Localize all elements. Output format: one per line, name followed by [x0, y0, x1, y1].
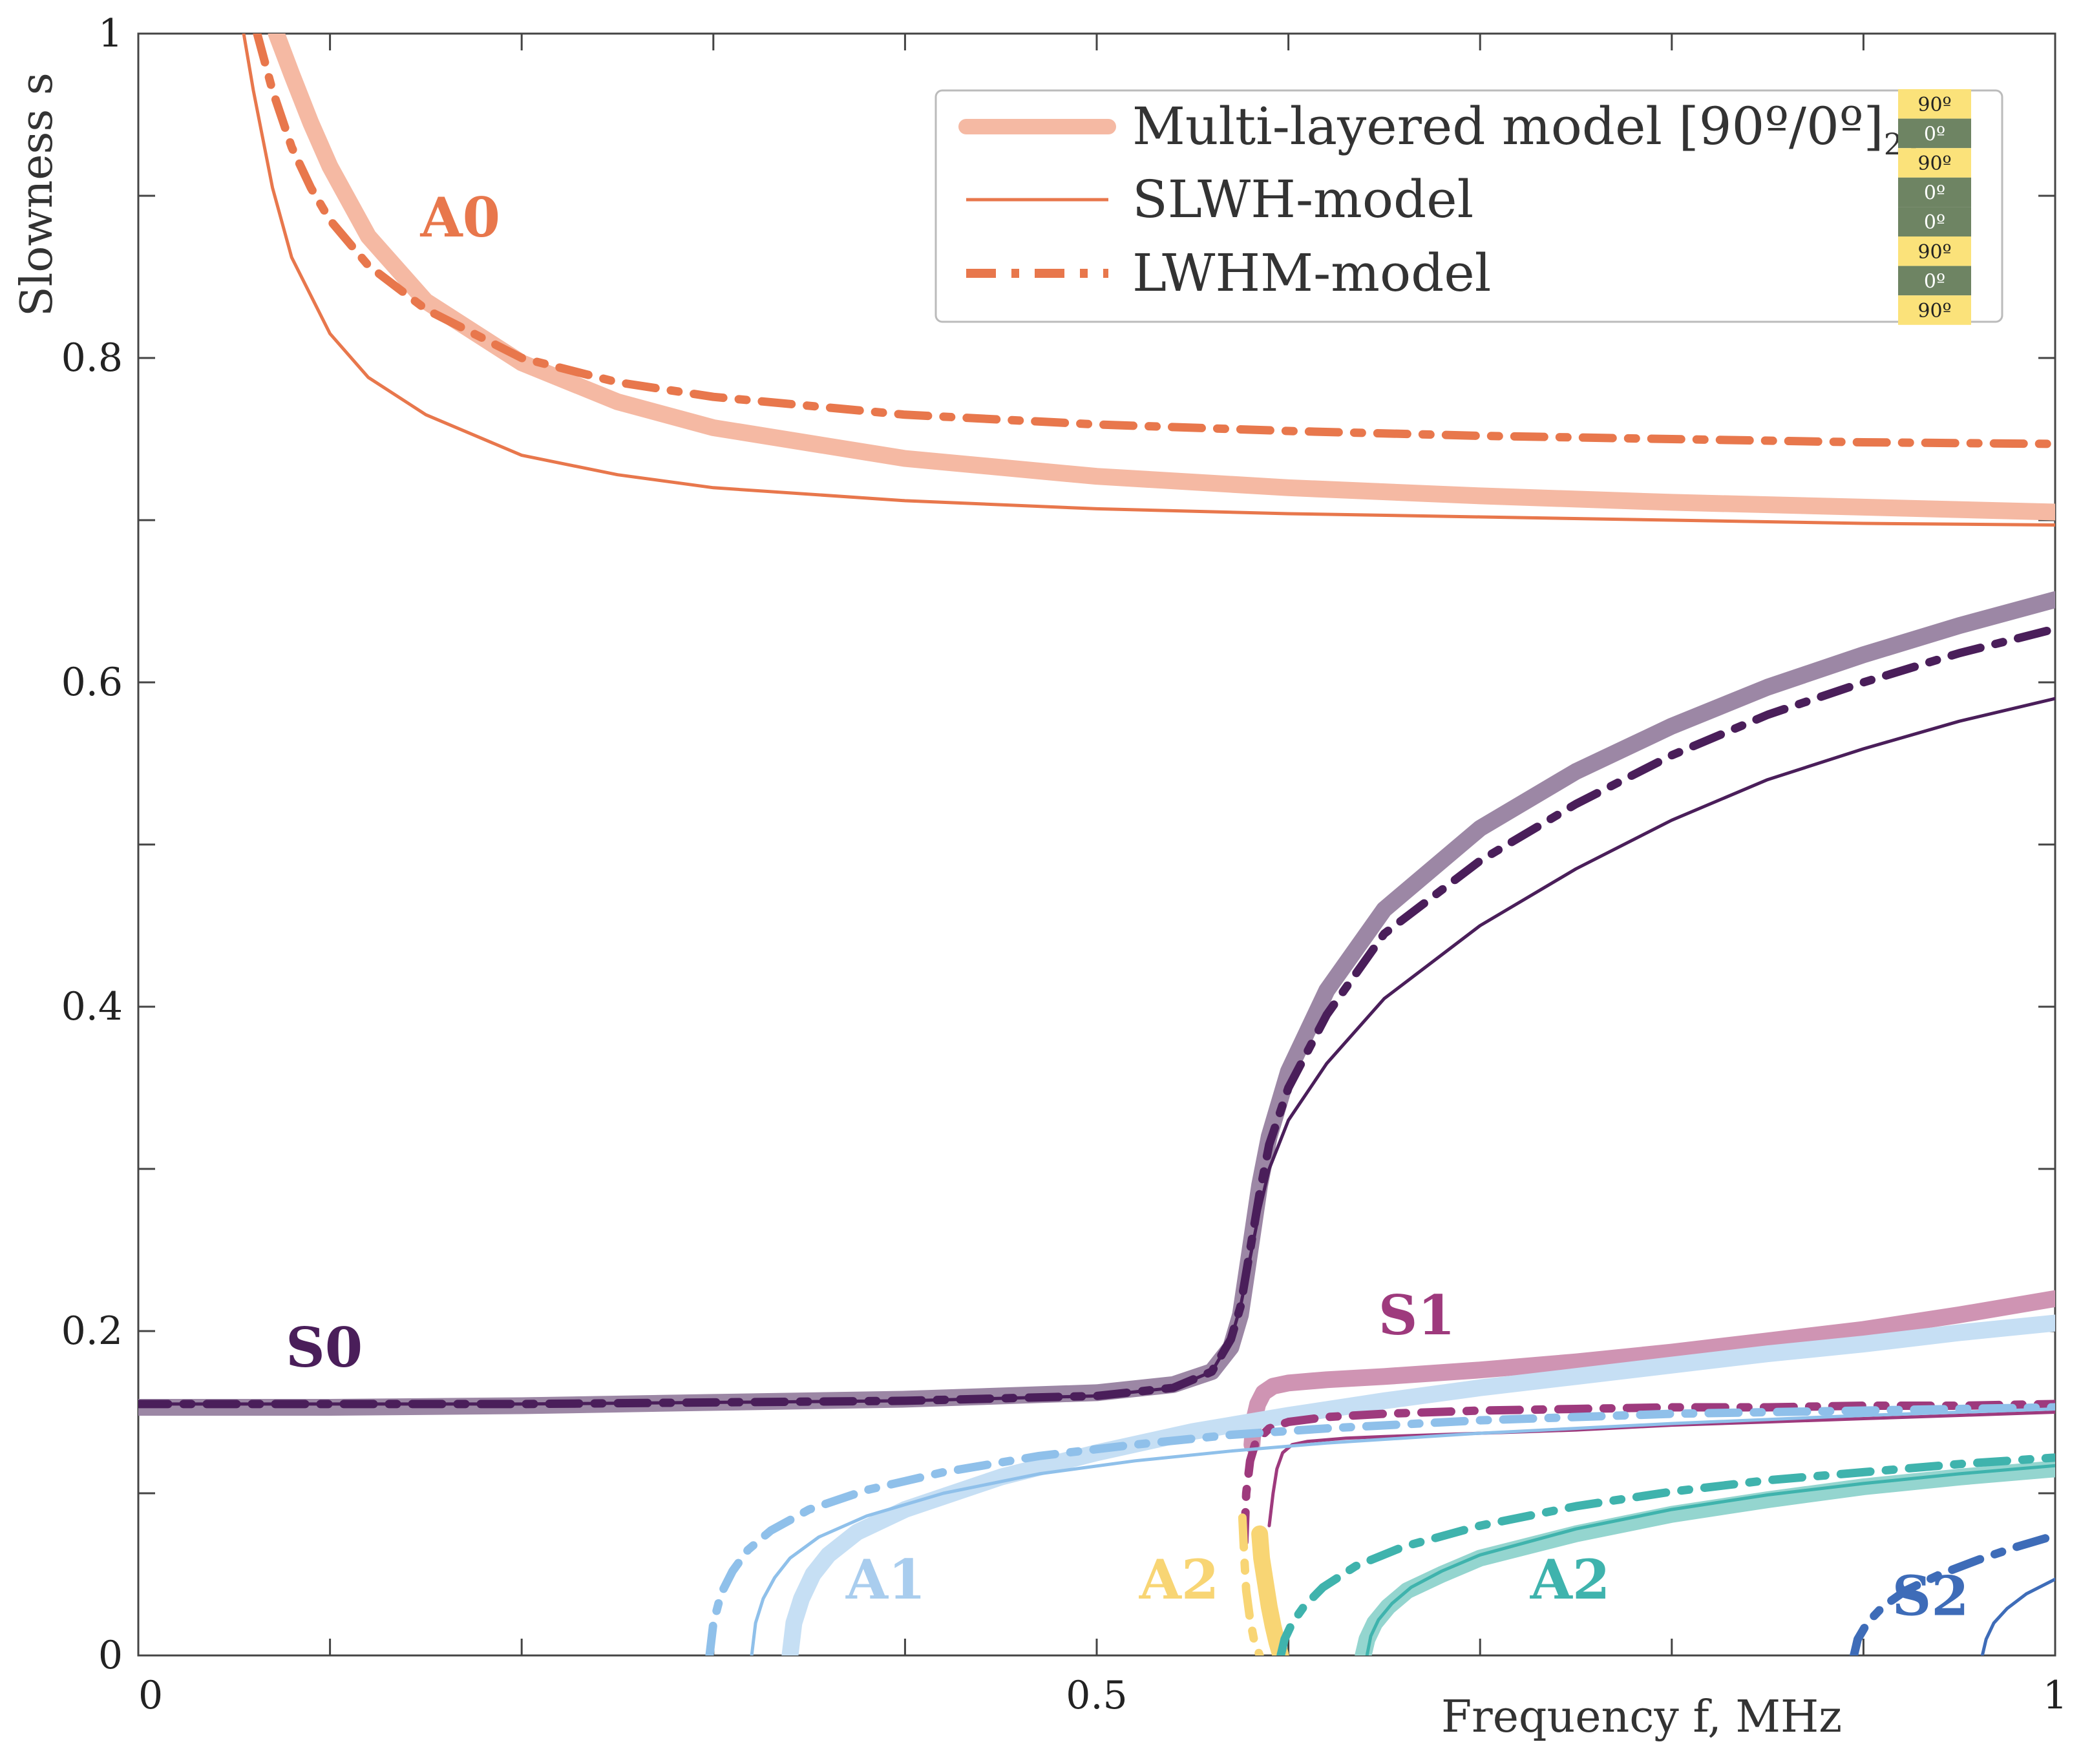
layup-ply-label: 0º: [1924, 211, 1945, 234]
data-series: [138, 34, 2055, 1655]
series-line-s1-slwh: [1267, 1411, 2055, 1528]
mode-label-s0: S0: [286, 1316, 363, 1380]
series-line-s0-lwhm: [138, 624, 2055, 1409]
series-line-s1-multi-layered: [1243, 1290, 2055, 1453]
legend-box: [935, 89, 2003, 323]
layup-ply-label: 90º: [1917, 94, 1951, 116]
layup-ply-label: 0º: [1924, 123, 1945, 145]
y-tick-label: 0: [98, 1633, 123, 1678]
mode-labels: A0 S0 S1 A1 A2 A2 S2: [286, 185, 1969, 1628]
x-tick-label: 1: [2043, 1673, 2067, 1718]
series-line-s2-slwh: [1980, 1577, 2055, 1655]
legend: Multi-layered model [90º/0º]2s SLWH-mode…: [935, 89, 2003, 325]
mode-label-a0: A0: [419, 185, 500, 249]
mode-label-a2: A2: [1139, 1548, 1220, 1612]
legend-label-lwhm: LWHM-model: [1132, 243, 1491, 303]
mode-label-a1: A1: [845, 1548, 926, 1612]
series-line-s0-slwh: [138, 697, 2055, 1406]
layup-stack-diagram: 90º 0º 90º 0º 0º 90º 0º 90º: [1898, 89, 1971, 325]
layup-ply: [1898, 177, 1971, 207]
y-tick-label: 0.6: [61, 660, 123, 705]
layup-ply-label: 90º: [1917, 300, 1951, 322]
x-tick-label: 0.5: [1066, 1673, 1127, 1718]
x-axis-title: Frequency f, MHz: [1441, 1692, 1842, 1743]
layup-ply: [1898, 266, 1971, 296]
series-line-a0-multi-layered: [268, 34, 2055, 521]
layup-ply: [1898, 89, 1971, 119]
series-line-a1-multi-layered: [781, 1314, 2055, 1655]
layup-ply: [1898, 236, 1971, 266]
series-line-a2-lwhm: [1238, 1513, 1264, 1655]
axis-ticks: 0 0.5 1 0 0.2 0.4 0.6 0.8 1: [61, 11, 2068, 1718]
y-tick-label: 1: [98, 11, 123, 56]
series-line-a0-lwhm: [253, 34, 2055, 448]
series-line-s1-lwhm: [1240, 1400, 2055, 1546]
layup-ply: [1898, 118, 1971, 149]
y-axis-title: Slowness s: [12, 72, 63, 317]
series-line-a2-lwhm: [1276, 1453, 2055, 1655]
series-line-s0-multi-layered: [138, 591, 2055, 1416]
x-tick-label: 0: [138, 1673, 163, 1718]
y-tick-label: 0.4: [61, 984, 123, 1029]
series-line-a0-slwh: [242, 34, 2055, 527]
layup-ply: [1898, 295, 1971, 325]
mode-label-s1: S1: [1379, 1283, 1455, 1347]
series-line-s2-lwhm: [1850, 1531, 2055, 1655]
series-line-a1-lwhm: [705, 1403, 2055, 1655]
series-line-a2-slwh: [1365, 1464, 2055, 1655]
series-line-a2-multi-layered: [1251, 1525, 1289, 1655]
y-tick-label: 0.8: [61, 335, 123, 381]
series-line-a2-multi-layered: [1355, 1460, 2055, 1655]
layup-ply-label: 90º: [1917, 152, 1951, 175]
layup-ply: [1898, 207, 1971, 236]
mode-label-s2: S2: [1892, 1564, 1969, 1628]
layup-ply-label: 90º: [1917, 241, 1951, 264]
legend-label-multilayer: Multi-layered model [90º/0º]2s: [1132, 96, 1918, 162]
legend-label-slwh: SLWH-model: [1132, 169, 1474, 229]
layup-ply: [1898, 148, 1971, 178]
layup-ply-label: 0º: [1924, 182, 1945, 205]
y-tick-label: 0.2: [61, 1308, 123, 1354]
layup-ply-label: 0º: [1924, 270, 1945, 293]
series-line-a1-slwh: [750, 1407, 2055, 1655]
mode-label-a2: A2: [1530, 1548, 1611, 1612]
